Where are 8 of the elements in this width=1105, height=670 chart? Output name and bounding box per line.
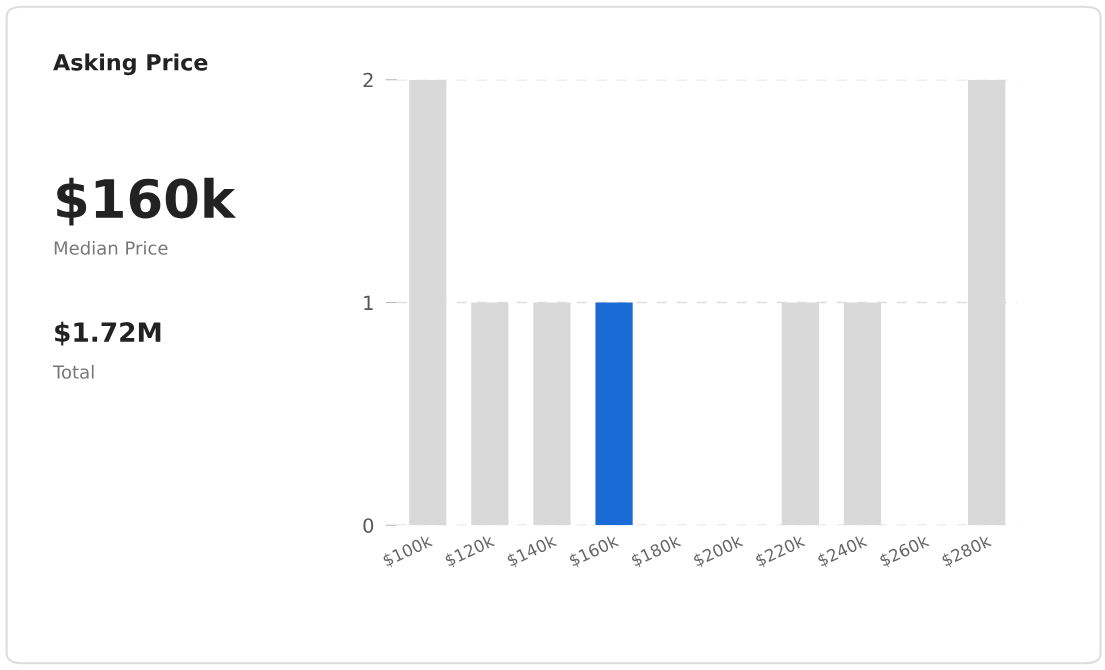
text: $1.72M <box>55 321 161 346</box>
y-tick-label: 1 <box>364 295 373 310</box>
text: Median Price <box>54 240 168 255</box>
text: Asking Price <box>53 53 208 76</box>
text: $160k <box>57 177 237 226</box>
text: Total <box>52 364 94 379</box>
y-tick-label: 2 <box>363 72 373 88</box>
y-tick-label: 0 <box>363 518 374 533</box>
